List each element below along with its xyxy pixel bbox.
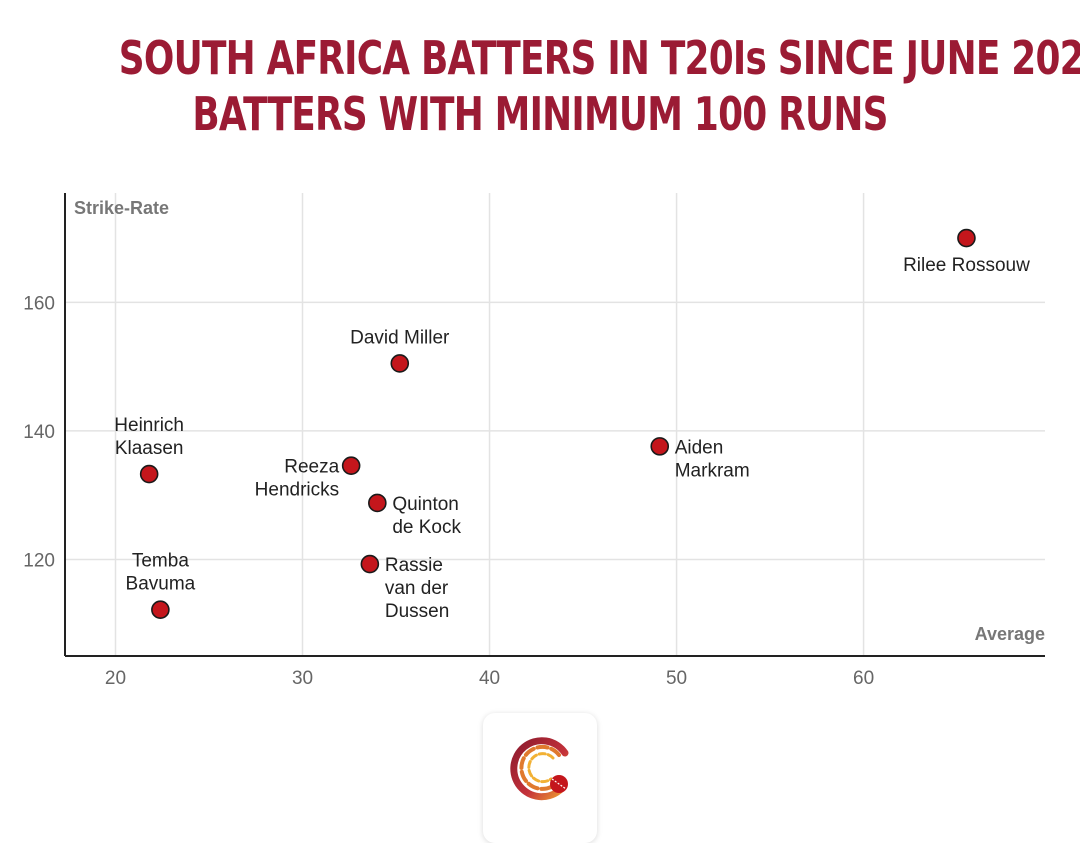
tick-labels: 20 30 40 50 60 120 140 160 (23, 293, 874, 689)
y-tick-label: 160 (23, 293, 55, 314)
grid-lines (65, 193, 1045, 656)
data-point-label: Reeza Hendricks (255, 457, 340, 501)
data-point-label-line: Dussen (385, 601, 449, 622)
x-tick-label: 30 (292, 668, 313, 689)
title-line-2: BATTERS WITH MINIMUM 100 RUNS (192, 87, 888, 141)
data-point (650, 437, 670, 456)
data-point (390, 354, 410, 373)
data-point-label: Heinrich Klaasen (114, 415, 184, 459)
data-point (957, 228, 976, 248)
data-point-label-line: Klaasen (115, 438, 184, 459)
data-point-label-line: Aiden (675, 437, 724, 458)
x-tick-label: 40 (479, 668, 500, 689)
cricket-ball-logo-icon (510, 737, 569, 801)
x-tick-label: 20 (105, 668, 126, 689)
data-point-label-line: Rassie (385, 555, 443, 576)
data-point-label: Temba Bavuma (126, 551, 196, 595)
data-points: Rilee Rossouw David Miller Aiden Markram Hei… (114, 228, 1030, 622)
y-tick-label: 140 (23, 422, 55, 443)
data-point-label: Quinton de Kock (392, 494, 461, 538)
data-point-label-line: Markram (675, 460, 750, 481)
data-point-label-line: Heinrich (114, 415, 184, 436)
data-point-label: David Miller (350, 327, 450, 348)
data-point-label-line: Quinton (392, 494, 459, 515)
y-tick-label: 120 (23, 551, 55, 572)
data-point (341, 456, 361, 475)
axes (64, 193, 1045, 657)
data-point-label: Rilee Rossouw (903, 255, 1030, 276)
x-tick-label: 60 (853, 668, 874, 689)
x-tick-label: 50 (666, 668, 687, 689)
data-point-label: Rassie van der Dussen (385, 555, 449, 622)
x-axis-title: Average (975, 624, 1045, 644)
data-point-label-line: Hendricks (255, 480, 339, 501)
data-point-label-line: Reeza (284, 457, 339, 478)
data-point-label-line: Rilee Rossouw (903, 255, 1030, 276)
data-point (151, 600, 170, 620)
data-point-label: Aiden Markram (675, 437, 750, 481)
data-point-label-line: de Kock (392, 517, 461, 538)
data-point (139, 464, 159, 484)
data-point-label-line: David Miller (350, 327, 450, 348)
data-point-label-line: Bavuma (126, 574, 196, 595)
title-line-1: SOUTH AFRICA BATTERS IN T20Is SINCE JUNE… (118, 31, 1080, 85)
chart-title: SOUTH AFRICA BATTERS IN T20Is SINCE JUNE… (0, 30, 1080, 142)
data-point-label-line: Temba (132, 551, 189, 572)
data-point-label-line: van der (385, 578, 449, 599)
y-axis-title: Strike-Rate (74, 198, 169, 218)
data-point (360, 554, 380, 574)
data-point (368, 493, 387, 513)
logo-card (483, 713, 597, 843)
